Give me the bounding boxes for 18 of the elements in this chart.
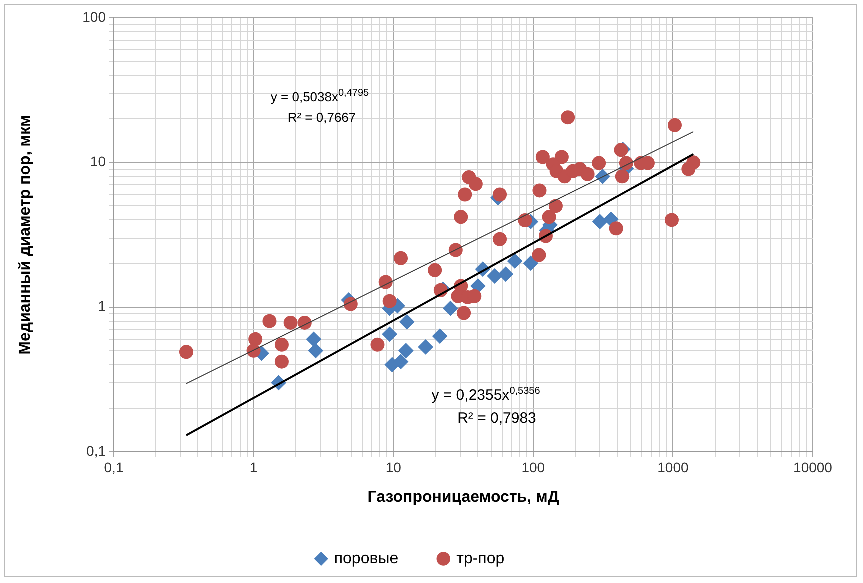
y-tick-label: 10 <box>90 154 106 170</box>
x-axis-title: Газопроницаемость, мД <box>368 488 560 506</box>
annotation: R² = 0,7983 <box>458 410 536 427</box>
x-tick-label: 10000 <box>794 459 833 476</box>
x-tick-label: 0,1 <box>104 459 124 476</box>
y-tick-label: 1 <box>98 298 106 314</box>
x-tick-label: 1 <box>250 459 258 476</box>
y-tick-label: 100 <box>82 8 106 25</box>
x-tick-label: 1000 <box>658 459 689 476</box>
x-tick-label: 10 <box>386 459 402 476</box>
x-tick-label: 100 <box>522 459 546 476</box>
legend-label: тр-пор <box>456 550 505 568</box>
annotation: R² = 0,7667 <box>288 110 356 125</box>
annotation: y = 0,5038x$^{0,4795}$ <box>270 88 370 104</box>
y-axis-title: Медианный диаметр пор, мкм <box>17 115 34 355</box>
annotation: y = 0,2355x$^{0,5356}$ <box>432 386 540 404</box>
y-tick-label: 0,1 <box>86 442 106 459</box>
legend-label: поровые <box>334 550 399 568</box>
